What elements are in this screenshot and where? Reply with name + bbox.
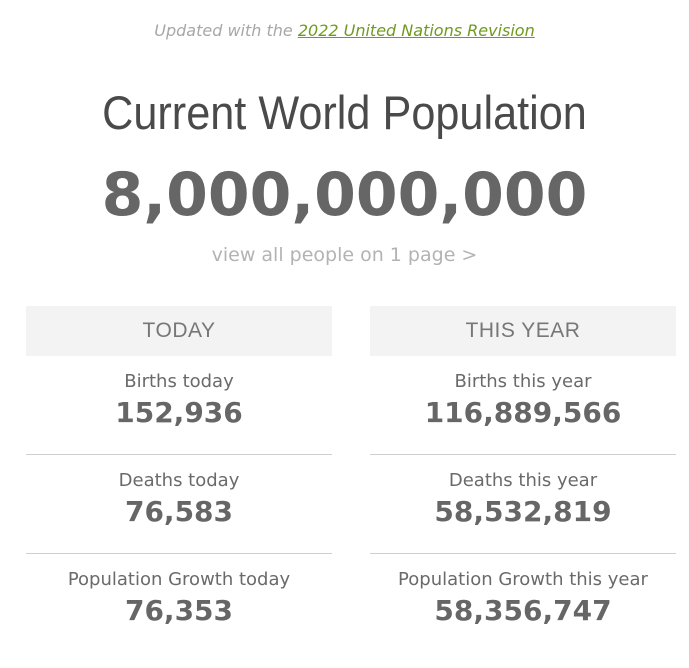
growth-today-stat: Population Growth today 76,353 xyxy=(26,554,332,653)
deaths-this-year-value: 58,532,819 xyxy=(434,495,612,528)
today-panel: TODAY Births today 152,936 Deaths today … xyxy=(26,306,332,653)
deaths-this-year-label: Deaths this year xyxy=(448,470,598,491)
births-this-year-stat: Births this year 116,889,566 xyxy=(370,356,676,455)
update-note: Updated with the 2022 United Nations Rev… xyxy=(0,20,689,42)
births-this-year-value: 116,889,566 xyxy=(424,396,622,429)
view-all-people-link[interactable]: view all people on 1 page > xyxy=(211,244,478,266)
this-year-panel: THIS YEAR Births this year 116,889,566 D… xyxy=(370,306,676,653)
deaths-this-year-stat: Deaths this year 58,532,819 xyxy=(370,455,676,554)
births-this-year-label: Births this year xyxy=(454,371,592,392)
growth-today-value: 76,353 xyxy=(124,594,234,627)
births-today-label: Births today xyxy=(124,371,234,392)
page-title: Current World Population xyxy=(102,86,587,139)
growth-this-year-value: 58,356,747 xyxy=(434,594,612,627)
births-today-value: 152,936 xyxy=(115,396,243,429)
growth-this-year-stat: Population Growth this year 58,356,747 xyxy=(370,554,676,653)
growth-today-label: Population Growth today xyxy=(67,569,291,590)
deaths-today-label: Deaths today xyxy=(118,470,240,491)
un-revision-link[interactable]: 2022 United Nations Revision xyxy=(297,21,535,40)
this-year-panel-header: THIS YEAR xyxy=(370,306,676,356)
deaths-today-value: 76,583 xyxy=(124,495,234,528)
deaths-today-stat: Deaths today 76,583 xyxy=(26,455,332,554)
update-note-prefix: Updated with the xyxy=(154,21,298,40)
births-today-stat: Births today 152,936 xyxy=(26,356,332,455)
world-population-counter: 8,000,000,000 xyxy=(101,160,588,230)
today-panel-header: TODAY xyxy=(26,306,332,356)
growth-this-year-label: Population Growth this year xyxy=(398,569,648,590)
